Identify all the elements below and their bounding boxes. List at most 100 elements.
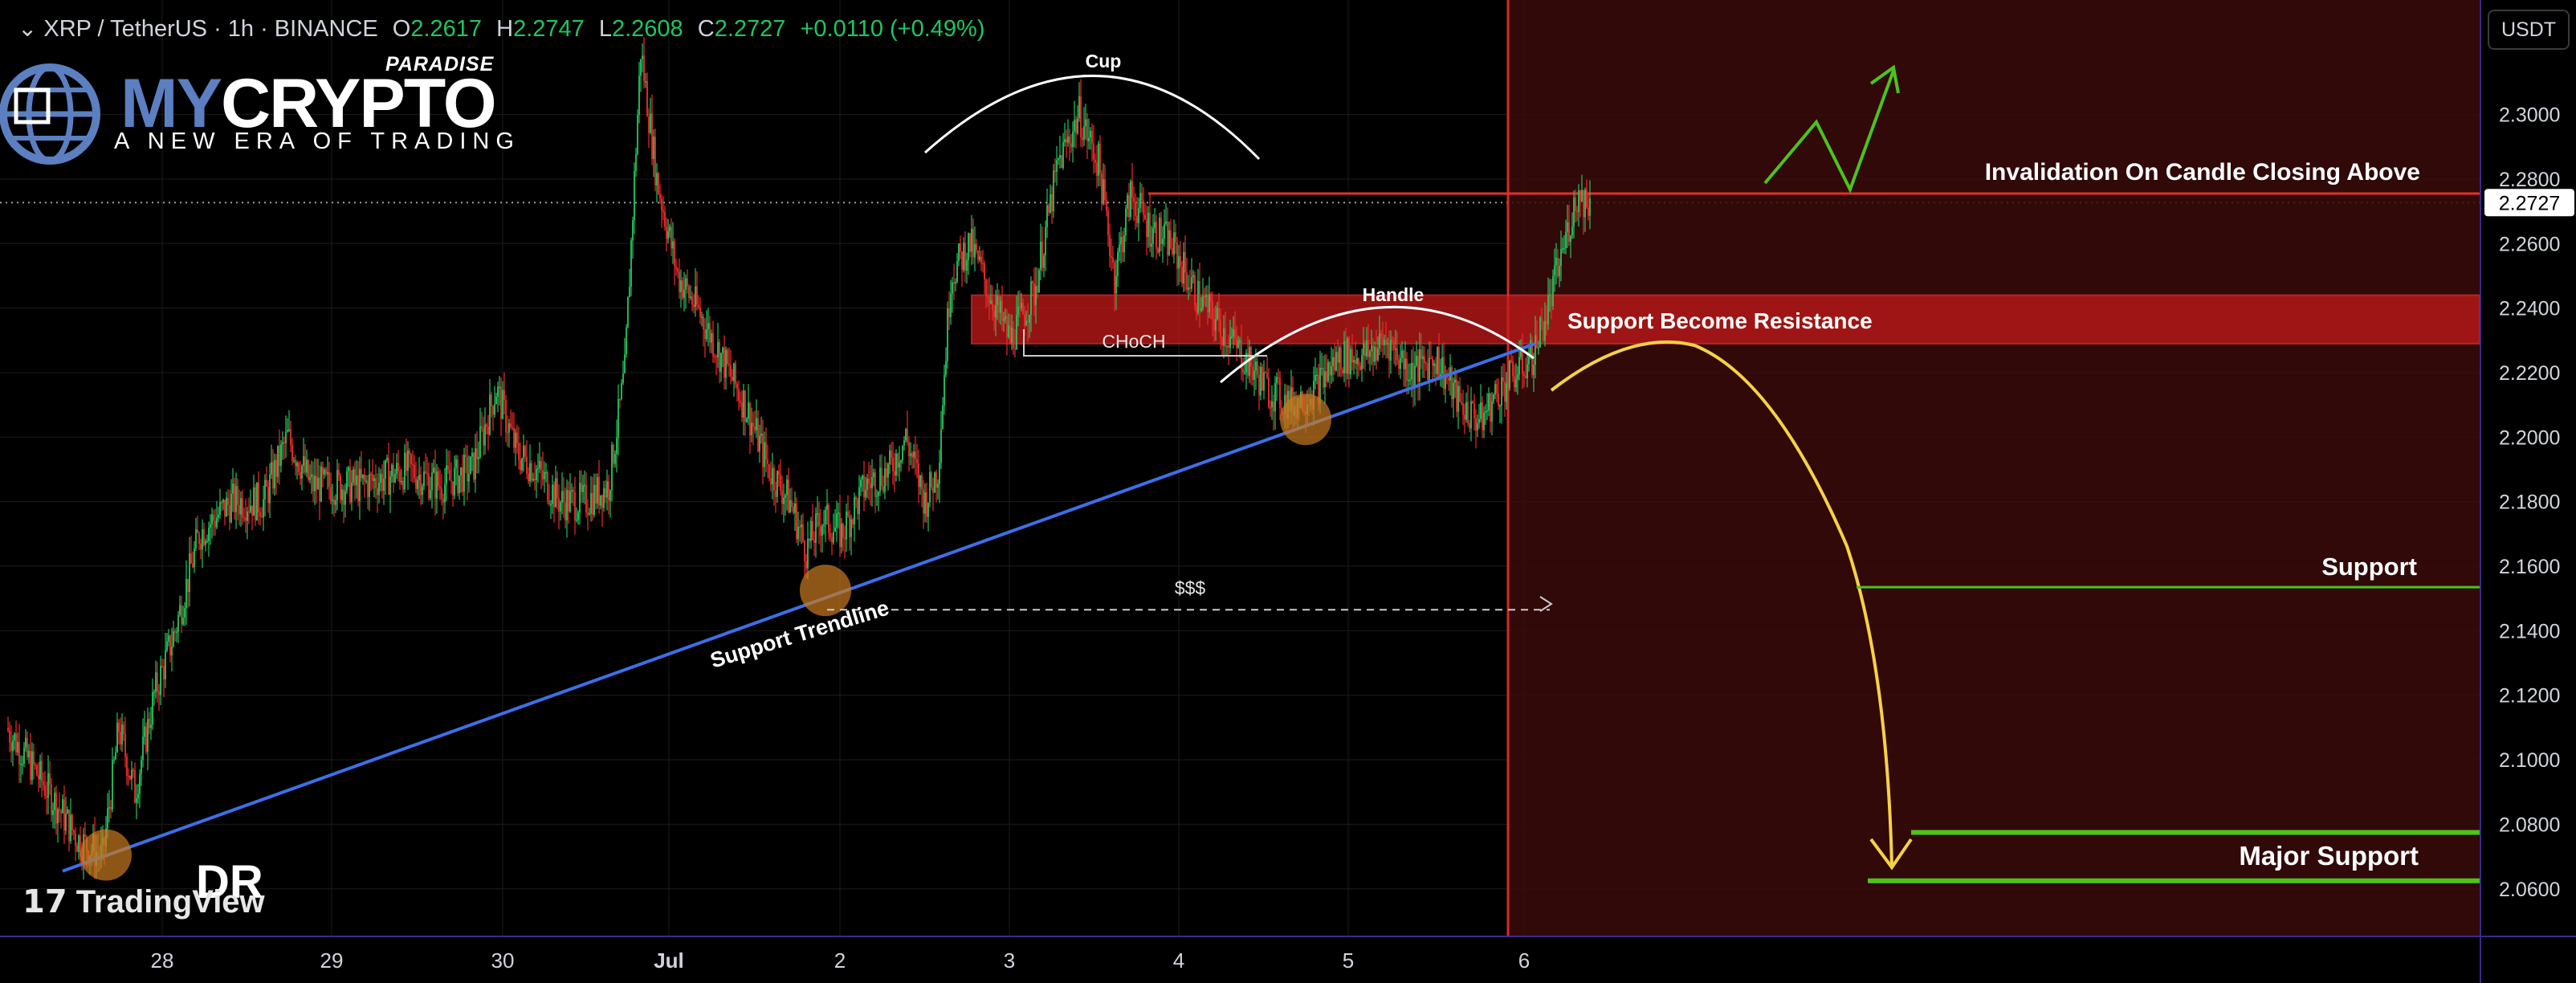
- candle-body: [1509, 360, 1510, 389]
- candle-body: [221, 502, 222, 504]
- candle-body: [1056, 160, 1058, 172]
- price-axis[interactable]: 2.0600 2.0800 2.1000 2.1200 2.1400 2.1600 2.18…: [2480, 0, 2576, 936]
- candle-body: [264, 479, 266, 500]
- candle-body: [1367, 340, 1369, 357]
- candle-body: [858, 487, 860, 515]
- cup-arc: [924, 75, 1261, 161]
- candle-body: [182, 618, 184, 625]
- candle-body: [907, 429, 908, 443]
- candle-body: [916, 459, 918, 463]
- candle-body: [391, 464, 393, 477]
- candle-body: [839, 512, 841, 548]
- candle-body: [1401, 350, 1403, 358]
- candle-body: [356, 475, 357, 486]
- candle-body: [820, 525, 821, 536]
- candle-body: [579, 483, 581, 513]
- tradingview-watermark[interactable]: 𝟭𝟳 TradingView: [22, 883, 265, 920]
- candle-body: [1017, 306, 1019, 316]
- candle-body: [1523, 373, 1525, 377]
- candle-body: [232, 483, 234, 494]
- time-tick-label: 3: [1004, 948, 1015, 973]
- price-tick-label: 2.1400: [2499, 620, 2560, 642]
- candle-body: [1088, 137, 1090, 141]
- candle-body: [960, 243, 961, 252]
- candle-body: [84, 834, 86, 837]
- candle-body: [267, 486, 269, 504]
- candle-body: [1250, 346, 1252, 367]
- candle-body: [1284, 394, 1286, 414]
- candle-body: [1146, 219, 1147, 238]
- candle-body: [285, 431, 287, 444]
- candle-body: [1404, 358, 1406, 369]
- candle-body: [812, 520, 813, 540]
- candle-body: [1257, 361, 1258, 376]
- time-axis-svg[interactable]: 28 29 30 Jul 2 3 4 5 6: [0, 937, 2480, 983]
- chart-area[interactable]: Cup Handle CHoCH $$$ Support Trendline Invali…: [0, 0, 2480, 936]
- candle-body: [754, 426, 756, 430]
- candle-body: [1223, 328, 1225, 346]
- collapse-icon[interactable]: ⌄: [18, 16, 38, 42]
- candle-body: [786, 479, 788, 496]
- candle-body: [160, 666, 161, 695]
- symbol-label[interactable]: XRP / TetherUS · 1h · BINANCE: [43, 16, 378, 42]
- candle-body: [953, 282, 955, 284]
- candle-body: [479, 426, 481, 458]
- candle-body: [192, 563, 194, 568]
- candle-body: [121, 724, 123, 744]
- candle-body: [942, 405, 944, 430]
- candle-body: [735, 363, 736, 385]
- candle-body: [418, 474, 420, 480]
- candle-body: [412, 464, 414, 466]
- candle-body: [1175, 232, 1176, 243]
- candle-body: [1480, 402, 1482, 419]
- candle-body: [879, 467, 881, 492]
- candle-body: [1525, 376, 1526, 378]
- candle-body: [558, 498, 560, 512]
- candle-body: [1432, 358, 1433, 366]
- candle-body: [757, 418, 759, 451]
- candle-body: [542, 470, 544, 479]
- candle-body: [1348, 338, 1350, 375]
- candle-body: [1196, 305, 1197, 313]
- candle-body: [7, 727, 9, 731]
- candle-body: [168, 635, 169, 642]
- time-axis[interactable]: 28 29 30 Jul 2 3 4 5 6: [0, 936, 2480, 983]
- candle-body: [529, 463, 531, 482]
- candle-body: [279, 445, 280, 467]
- candle-body: [539, 460, 540, 468]
- candle-body: [706, 329, 707, 340]
- candle-body: [115, 752, 116, 760]
- candle-body: [887, 463, 889, 478]
- candle-body: [300, 472, 301, 479]
- trendline-touch-marker: [800, 565, 851, 617]
- candle-body: [255, 487, 256, 520]
- candle-body: [846, 511, 847, 540]
- logo-wordmark: MYCRYPTO: [120, 64, 497, 144]
- candle-body: [1192, 275, 1194, 278]
- candle-body: [139, 773, 141, 794]
- candle-body: [110, 807, 112, 810]
- symbol-legend[interactable]: ⌄ XRP / TetherUS · 1h · BINANCE O2.2617 …: [18, 14, 985, 43]
- candle-body: [1470, 401, 1472, 429]
- change-value: +0.0110 (+0.49%): [800, 16, 985, 42]
- candle-body: [1233, 329, 1234, 337]
- candle-body: [153, 691, 155, 694]
- candle-body: [711, 333, 712, 343]
- candle-body: [998, 296, 1000, 313]
- candle-body: [51, 784, 52, 815]
- support-label: Support: [2321, 553, 2417, 581]
- author-initials: DR: [196, 856, 263, 908]
- candle-body: [1106, 199, 1107, 211]
- candle-body: [1490, 393, 1491, 422]
- candle-body: [1350, 349, 1351, 375]
- candle-body: [627, 297, 629, 328]
- candle-body: [515, 432, 516, 448]
- candle-body: [518, 443, 520, 460]
- candle-body: [31, 751, 33, 781]
- candle-body: [751, 422, 752, 436]
- currency-button[interactable]: USDT: [2488, 10, 2570, 50]
- candle-body: [796, 504, 797, 540]
- candle-body: [206, 540, 208, 542]
- price-axis-svg[interactable]: 2.0600 2.0800 2.1000 2.1200 2.1400 2.1600 2.18…: [2481, 0, 2576, 936]
